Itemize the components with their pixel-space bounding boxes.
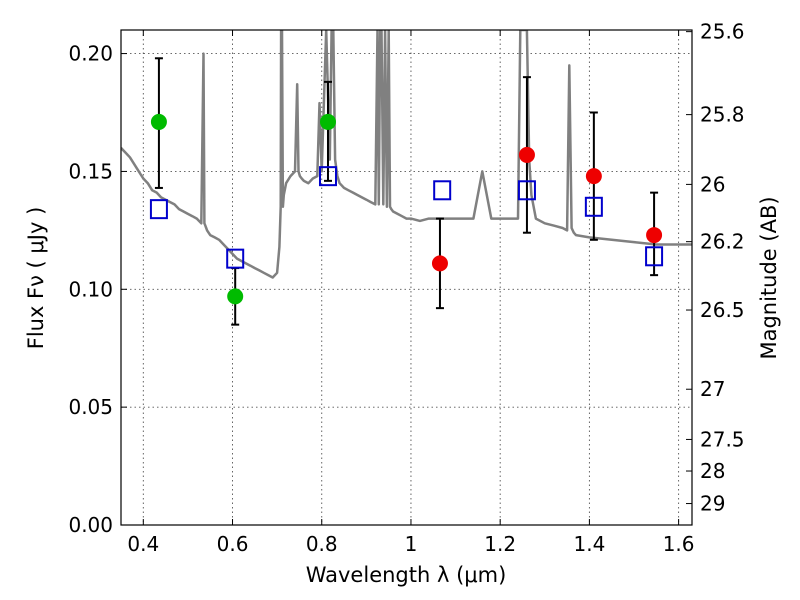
x-tick-label: 1.6 bbox=[663, 532, 695, 556]
plot-area bbox=[121, 30, 692, 326]
data-point bbox=[646, 227, 663, 244]
right-tick-label: 26.2 bbox=[700, 230, 745, 254]
data-point bbox=[227, 288, 244, 305]
right-tick-label: 25.6 bbox=[700, 20, 745, 44]
model-point bbox=[645, 246, 664, 267]
x-tick-label: 0.4 bbox=[127, 532, 159, 556]
right-tick-label: 25.8 bbox=[700, 103, 745, 127]
axis-ticks: 0.4 0.6 0.8 1 1.2 1.4 1.6 0.00 0.05 0.10 0.15 0.20 2… bbox=[68, 20, 744, 556]
spectrum-line bbox=[121, 30, 692, 279]
right-tick-label: 27 bbox=[700, 377, 725, 401]
x-tick-label: 0.6 bbox=[217, 532, 249, 556]
model-point bbox=[226, 248, 245, 269]
y-tick-label: 0.10 bbox=[68, 277, 113, 301]
model-point bbox=[318, 166, 337, 187]
x-axis-title: Wavelength λ (μm) bbox=[306, 563, 507, 587]
right-tick-label: 27.5 bbox=[700, 427, 745, 451]
y-tick-label: 0.00 bbox=[68, 513, 113, 537]
data-point bbox=[431, 255, 448, 272]
model-point bbox=[433, 180, 452, 201]
y-axis-title: Flux Fν ( μJy ) bbox=[24, 207, 48, 350]
y-tick-label: 0.05 bbox=[68, 395, 113, 419]
right-tick-label: 28 bbox=[700, 459, 725, 483]
data-point bbox=[585, 168, 602, 185]
data-point bbox=[150, 113, 167, 130]
grid-lines bbox=[121, 30, 692, 526]
model-point bbox=[517, 180, 536, 201]
right-axis-title: Magnitude (AB) bbox=[757, 196, 781, 359]
right-tick-label: 26 bbox=[700, 172, 725, 196]
x-tick-label: 1.2 bbox=[484, 532, 516, 556]
y-tick-label: 0.15 bbox=[68, 159, 113, 183]
data-point bbox=[518, 146, 535, 163]
y-tick-label: 0.20 bbox=[68, 42, 113, 66]
model-point bbox=[584, 196, 603, 217]
model-point bbox=[149, 199, 168, 220]
plot-frame bbox=[120, 29, 693, 526]
x-tick-label: 1.4 bbox=[573, 532, 605, 556]
x-tick-label: 0.8 bbox=[306, 532, 338, 556]
data-point bbox=[319, 113, 336, 130]
x-tick-label: 1 bbox=[405, 532, 418, 556]
right-tick-label: 26.5 bbox=[700, 298, 745, 322]
right-tick-label: 29 bbox=[700, 492, 725, 516]
